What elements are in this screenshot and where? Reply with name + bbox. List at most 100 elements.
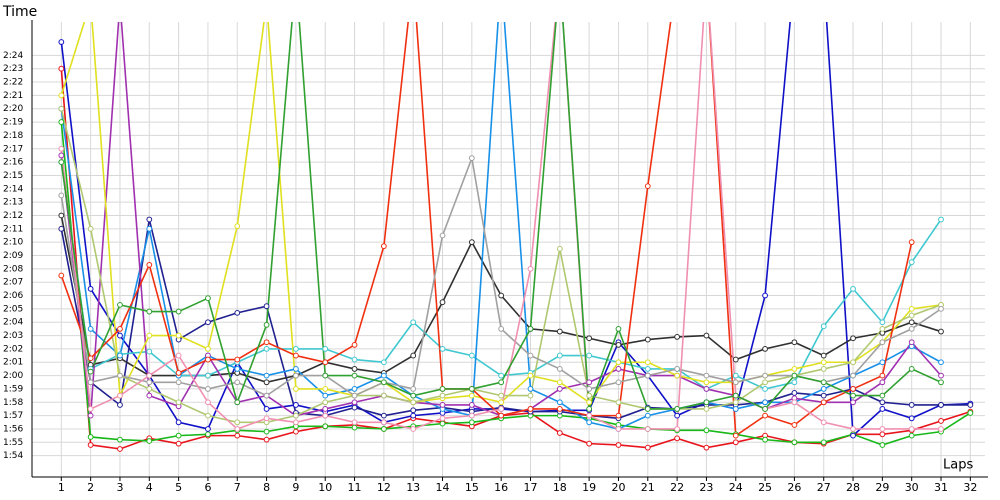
lap-point <box>967 402 974 408</box>
y-tick-label: 1:56 <box>3 424 23 434</box>
lap-point <box>938 372 944 379</box>
lap-point <box>87 368 94 375</box>
y-tick-label: 1:55 <box>3 438 23 448</box>
lap-point <box>351 404 358 411</box>
y-tick-label: 2:16 <box>3 158 23 168</box>
lap-point <box>263 392 270 399</box>
lap-point <box>234 356 241 363</box>
lap-point <box>58 212 65 219</box>
x-tick-label: 4 <box>146 481 153 494</box>
lap-point <box>380 372 387 379</box>
x-tick-label: 15 <box>465 481 479 494</box>
lap-point <box>118 0 123 4</box>
lap-point <box>263 436 270 443</box>
lap-point <box>586 399 593 406</box>
lap-point <box>468 419 475 426</box>
lap-point <box>586 440 593 447</box>
y-tick-label: 2:24 <box>3 51 23 61</box>
lap-point <box>644 426 651 432</box>
lap-point <box>762 372 768 379</box>
lap-point <box>703 386 710 392</box>
lap-point <box>175 332 182 339</box>
lap-point <box>380 412 387 419</box>
lap-point <box>293 386 299 392</box>
lap-point <box>791 379 798 386</box>
lap-point <box>293 346 299 352</box>
lap-point <box>908 312 915 319</box>
lap-point <box>703 332 710 339</box>
lap-point <box>791 439 798 446</box>
lap-point <box>527 386 534 392</box>
lap-point <box>175 308 182 315</box>
lap-point <box>146 392 153 399</box>
lap-point <box>850 372 856 379</box>
lap-point <box>380 359 387 366</box>
lap-point <box>146 261 153 268</box>
lap-point <box>820 379 827 386</box>
lap-point <box>439 392 446 399</box>
lap-point <box>820 359 827 366</box>
x-tick-label: 3 <box>116 481 123 494</box>
lap-point <box>205 356 211 363</box>
lap-point <box>175 419 182 426</box>
lap-point <box>439 346 446 352</box>
x-tick-label: 25 <box>758 481 772 494</box>
lap-point <box>586 335 593 342</box>
lap-point <box>498 372 505 379</box>
lap-point <box>644 372 651 379</box>
lap-point <box>58 152 65 159</box>
y-tick-label: 2:09 <box>3 251 23 261</box>
y-tick-label: 2:23 <box>3 64 23 74</box>
lap-point <box>468 412 475 419</box>
lap-point <box>732 406 739 412</box>
lap-point <box>175 379 182 386</box>
series-line <box>60 219 971 420</box>
lap-point <box>146 372 153 379</box>
lap-point <box>263 428 270 435</box>
lap-point <box>263 339 270 346</box>
lap-point <box>732 399 739 406</box>
lap-point <box>762 399 768 406</box>
lap-point <box>556 366 563 372</box>
lap-point <box>87 406 94 412</box>
lap-point <box>938 216 944 223</box>
lap-point <box>908 426 915 432</box>
lap-point <box>879 406 886 412</box>
y-tick-label: 2:19 <box>3 118 23 128</box>
lap-point <box>410 399 417 406</box>
lap-point <box>351 392 358 399</box>
x-tick-label: 5 <box>175 481 182 494</box>
lap-point <box>732 372 739 379</box>
lap-point <box>146 216 153 223</box>
lap-point <box>264 0 269 4</box>
lap-point <box>703 372 710 379</box>
lap-point <box>703 399 710 406</box>
y-tick-label: 2:11 <box>3 224 23 234</box>
lap-point <box>117 392 123 399</box>
lap-point <box>879 431 886 438</box>
y-tick-label: 2:07 <box>3 278 23 288</box>
lap-point <box>791 366 798 372</box>
lap-point <box>117 332 123 339</box>
lap-point <box>908 239 915 246</box>
lap-point <box>322 392 329 399</box>
lap-point <box>87 442 94 448</box>
lap-point <box>908 325 915 332</box>
lap-point <box>556 430 563 436</box>
lap-point <box>322 386 329 392</box>
lap-point <box>322 372 329 379</box>
lap-point <box>146 348 153 355</box>
lap-point <box>351 419 358 426</box>
lap-point <box>791 399 798 406</box>
lap-point <box>351 372 358 379</box>
lap-point <box>586 419 593 426</box>
lap-point <box>820 392 827 399</box>
x-tick-label: 7 <box>234 481 241 494</box>
lap-point <box>380 392 387 399</box>
lap-point <box>117 446 123 452</box>
lap-point <box>146 386 153 392</box>
x-tick-label: 1 <box>58 481 65 494</box>
x-tick-label: 30 <box>905 481 919 494</box>
lap-point <box>175 399 182 406</box>
lap-point <box>263 303 270 310</box>
